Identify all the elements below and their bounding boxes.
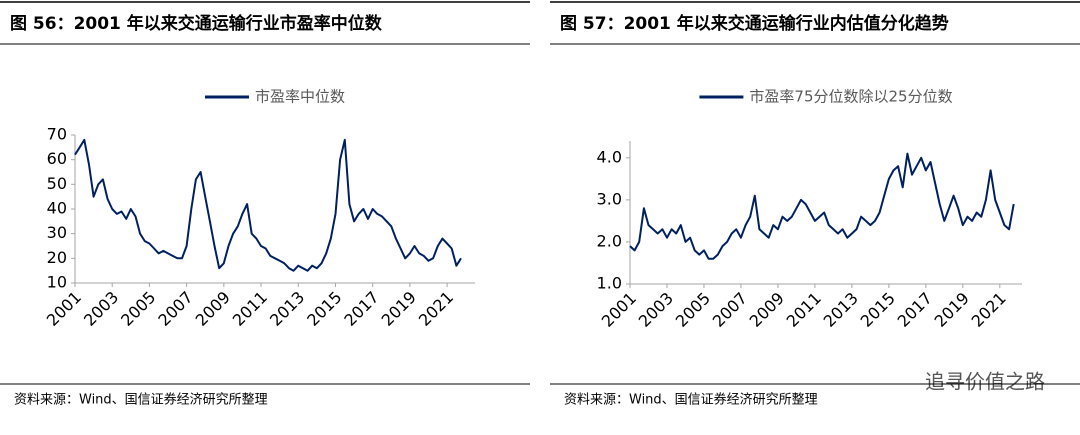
x-tick-label: 2003 bbox=[80, 288, 122, 330]
y-tick-label: 10 bbox=[47, 273, 67, 292]
watermark: 追寻价值之路 bbox=[925, 370, 1045, 394]
x-tick-label: 2013 bbox=[820, 289, 862, 331]
x-tick-label: 2021 bbox=[968, 289, 1010, 331]
y-tick-label: 50 bbox=[47, 174, 67, 193]
x-tick-label: 2005 bbox=[672, 289, 714, 331]
x-tick-label: 2011 bbox=[783, 289, 825, 331]
x-tick-label: 2007 bbox=[154, 288, 196, 330]
x-tick-label: 2001 bbox=[598, 289, 640, 331]
y-tick-label: 20 bbox=[47, 248, 67, 267]
y-tick-label: 60 bbox=[47, 149, 67, 168]
y-tick-label: 4.0 bbox=[597, 147, 622, 166]
x-tick-label: 2019 bbox=[378, 288, 420, 330]
y-tick-label: 2.0 bbox=[597, 231, 622, 250]
x-tick-label: 2007 bbox=[709, 289, 751, 331]
chart-title: 图 57：2001 年以来交通运输行业内估值分化趋势 bbox=[560, 13, 949, 34]
y-tick-label: 40 bbox=[47, 199, 67, 218]
y-tick-label: 30 bbox=[47, 223, 67, 242]
y-tick-label: 3.0 bbox=[597, 189, 622, 208]
x-tick-label: 2003 bbox=[635, 289, 677, 331]
x-tick-label: 2017 bbox=[894, 289, 936, 331]
x-tick-label: 2011 bbox=[229, 288, 271, 330]
x-tick-label: 2019 bbox=[931, 289, 973, 331]
x-tick-label: 2009 bbox=[192, 288, 234, 330]
x-tick-label: 2001 bbox=[43, 288, 85, 330]
chart-title: 图 56：2001 年以来交通运输行业市盈率中位数 bbox=[10, 13, 383, 34]
source-note: 资料来源：Wind、国信证券经济研究所整理 bbox=[14, 392, 268, 408]
x-tick-label: 2005 bbox=[117, 288, 159, 330]
x-tick-label: 2017 bbox=[340, 288, 382, 330]
y-tick-label: 70 bbox=[47, 125, 67, 144]
legend-label: 市盈率中位数 bbox=[255, 88, 345, 106]
y-tick-label: 1.0 bbox=[597, 274, 622, 293]
series-line bbox=[629, 152, 1015, 260]
series-line bbox=[74, 138, 462, 272]
x-tick-label: 2021 bbox=[415, 288, 457, 330]
x-tick-label: 2009 bbox=[746, 289, 788, 331]
source-note: 资料来源：Wind、国信证券经济研究所整理 bbox=[564, 392, 818, 408]
x-tick-label: 2013 bbox=[266, 288, 308, 330]
x-tick-label: 2015 bbox=[857, 289, 899, 331]
x-tick-label: 2015 bbox=[303, 288, 345, 330]
legend-label: 市盈率75分位数除以25分位数 bbox=[749, 88, 952, 106]
